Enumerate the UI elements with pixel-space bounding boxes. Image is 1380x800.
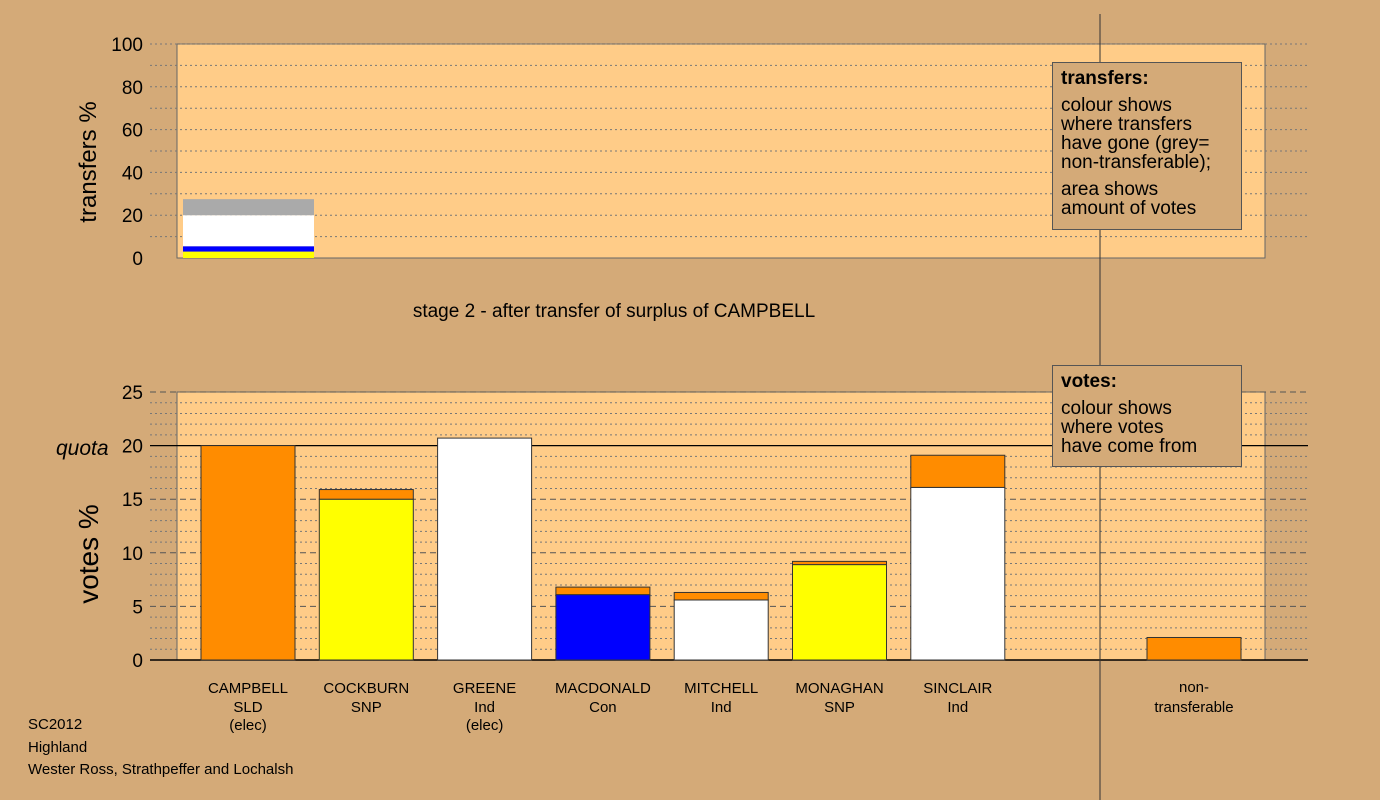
vote-segment	[673, 591, 769, 601]
vote-segment	[200, 445, 296, 661]
vote-segment	[318, 498, 414, 661]
votes-bars	[200, 437, 1242, 661]
candidate-party-label: Con	[589, 699, 617, 716]
transfers-legend-line: have gone (grey=	[1061, 133, 1210, 154]
candidate-name-label: MACDONALD	[555, 680, 651, 697]
y-tick-label: 0	[132, 651, 143, 672]
transfers-y-label: transfers %	[75, 101, 102, 222]
stage-title: stage 2 - after transfer of surplus of C…	[413, 301, 815, 322]
transfers-legend-line: amount of votes	[1061, 198, 1197, 219]
y-tick-label: 20	[122, 437, 143, 458]
y-tick-label: 5	[132, 597, 143, 618]
y-tick-label: 60	[122, 121, 143, 142]
candidate-party-label: SLD	[233, 699, 262, 716]
transfers-bars	[183, 199, 314, 258]
candidate-party-label: SNP	[351, 699, 382, 716]
votes-y-label: votes %	[73, 504, 104, 604]
quota-label: quota	[56, 437, 109, 460]
transfers-legend-line: non-transferable);	[1061, 152, 1211, 173]
candidate-note-label: (elec)	[229, 717, 267, 734]
y-tick-label: 25	[122, 383, 143, 404]
vote-segment	[555, 586, 651, 596]
candidate-name-label: MITCHELL	[684, 680, 758, 697]
transfer-segment	[183, 246, 314, 252]
candidate-party-label: Ind	[474, 699, 495, 716]
transfer-segment	[183, 199, 314, 216]
votes-y-ticks: 0 5 10 15 20 25	[122, 383, 143, 672]
candidate-note-label: (elec)	[466, 717, 504, 734]
vote-segment	[318, 489, 414, 500]
candidate-name-label: GREENE	[453, 680, 516, 697]
transfer-segment	[183, 215, 314, 247]
footer-year: SC2012	[28, 716, 83, 733]
votes-x-labels: CAMPBELLSLD(elec)COCKBURNSNPGREENEInd(el…	[208, 679, 1234, 734]
vote-segment	[673, 599, 769, 661]
footer-ward: Wester Ross, Strathpeffer and Lochalsh	[28, 761, 294, 778]
vote-segment	[792, 564, 887, 661]
candidate-party-label: SNP	[824, 699, 855, 716]
candidate-name-label: COCKBURN	[323, 680, 409, 697]
vote-segment	[910, 486, 1006, 661]
transfers-y-ticks: 0 20 40 60 80 100	[111, 35, 143, 270]
transfers-legend-line: where transfers	[1061, 114, 1192, 135]
vote-segment	[792, 560, 887, 566]
transfers-legend-title: transfers:	[1061, 68, 1149, 89]
transfers-legend: transfers: colour shows where transfers …	[1052, 62, 1242, 230]
candidate-name-label: MONAGHAN	[795, 680, 883, 697]
y-tick-label: 0	[132, 249, 143, 270]
vote-segment	[555, 594, 651, 661]
candidate-name-label: CAMPBELL	[208, 680, 288, 697]
candidate-name-label: SINCLAIR	[923, 680, 992, 697]
vote-segment	[910, 454, 1006, 488]
vote-segment	[437, 437, 533, 661]
footer-council: Highland	[28, 739, 88, 756]
y-tick-label: 10	[122, 544, 143, 565]
vote-segment	[1146, 636, 1242, 661]
candidate-party-label: Ind	[947, 699, 968, 716]
nontransferable-label: transferable	[1154, 699, 1233, 716]
y-tick-label: 100	[111, 35, 143, 56]
transfers-legend-line: colour shows	[1061, 95, 1172, 116]
y-tick-label: 20	[122, 206, 143, 227]
y-tick-label: 80	[122, 78, 143, 99]
transfer-segment	[183, 251, 314, 258]
votes-legend-line: colour shows	[1061, 398, 1172, 419]
transfers-legend-line: area shows	[1061, 179, 1159, 200]
votes-legend-line: where votes	[1061, 417, 1164, 438]
votes-legend: votes: colour shows where votes have com…	[1052, 365, 1242, 467]
candidate-party-label: Ind	[711, 699, 732, 716]
nontransferable-label: non-	[1179, 679, 1209, 696]
votes-legend-line: have come from	[1061, 436, 1198, 457]
y-tick-label: 15	[122, 490, 143, 511]
votes-legend-title: votes:	[1061, 371, 1117, 392]
y-tick-label: 40	[122, 163, 143, 184]
